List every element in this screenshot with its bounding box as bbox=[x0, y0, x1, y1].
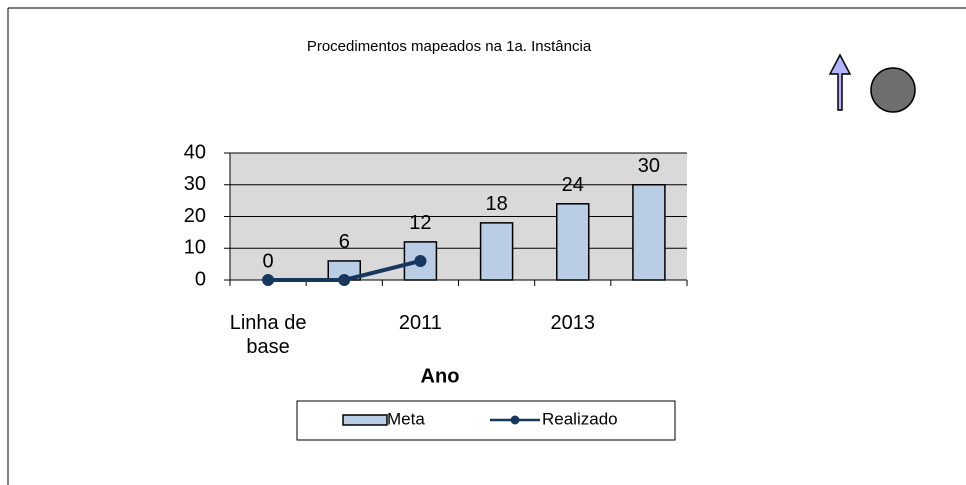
line-marker bbox=[338, 274, 351, 286]
chart-title: Procedimentos mapeados na 1a. Instância bbox=[307, 38, 592, 55]
data-label: 12 bbox=[409, 212, 431, 234]
y-tick-label: 20 bbox=[184, 205, 206, 227]
bar bbox=[632, 184, 666, 281]
data-label: 0 bbox=[263, 250, 274, 272]
data-label: 6 bbox=[339, 231, 350, 253]
line-marker bbox=[414, 254, 427, 267]
x-tick-label: Linha de base bbox=[229, 312, 307, 358]
y-tick-label: 30 bbox=[184, 173, 206, 195]
legend-label: Realizado bbox=[542, 409, 618, 428]
bar bbox=[479, 222, 514, 281]
x-axis-title: Ano bbox=[421, 365, 460, 387]
legend-label: Meta bbox=[387, 409, 425, 428]
data-label: 18 bbox=[485, 193, 507, 215]
data-label: 24 bbox=[562, 174, 584, 196]
bar bbox=[403, 241, 438, 281]
x-tick-label: 2013 bbox=[550, 312, 596, 334]
legend-marker bbox=[510, 415, 520, 425]
y-tick-label: 0 bbox=[195, 268, 206, 290]
data-label: 30 bbox=[638, 155, 660, 177]
legend-swatch bbox=[342, 414, 388, 426]
up-arrow-icon bbox=[828, 53, 852, 111]
bar bbox=[556, 203, 590, 281]
y-tick-label: 10 bbox=[184, 237, 206, 259]
line-marker bbox=[262, 274, 275, 286]
x-tick-label: 2011 bbox=[398, 312, 442, 334]
y-tick-label: 40 bbox=[184, 141, 206, 163]
status-circle bbox=[870, 67, 916, 113]
